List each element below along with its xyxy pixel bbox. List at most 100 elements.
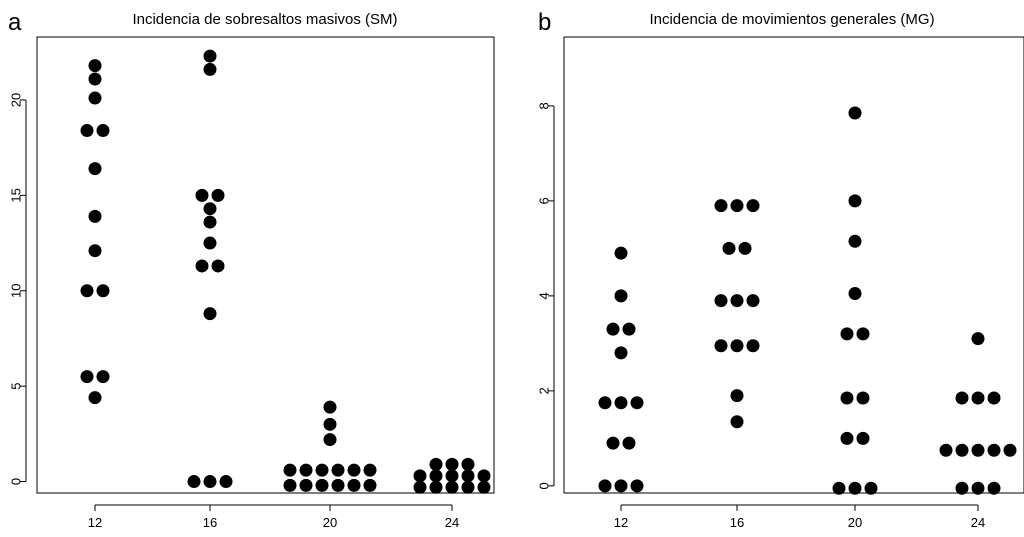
data-point — [622, 322, 636, 336]
data-point — [630, 396, 644, 410]
data-point — [323, 433, 337, 447]
data-point — [96, 123, 110, 137]
data-point — [347, 478, 361, 492]
data-point — [429, 480, 443, 494]
data-point — [848, 287, 862, 300]
data-point — [88, 162, 102, 176]
data-point — [598, 396, 612, 410]
y-tick-label: 20 — [9, 93, 24, 107]
y-tick-label: 15 — [9, 188, 24, 202]
data-point — [477, 469, 491, 483]
data-point — [347, 463, 361, 477]
y-tick-label: 2 — [537, 387, 552, 394]
data-point — [848, 481, 862, 495]
data-point — [971, 332, 985, 346]
data-point — [730, 415, 744, 429]
data-point — [987, 391, 1001, 405]
data-point — [429, 469, 443, 483]
data-point — [211, 259, 225, 273]
data-point — [955, 391, 969, 405]
x-tick-label: 12 — [614, 515, 628, 530]
data-point — [477, 480, 491, 494]
data-point — [730, 339, 744, 353]
data-point — [80, 370, 94, 384]
y-tick-label: 0 — [537, 482, 552, 489]
data-point — [203, 215, 217, 229]
data-point — [88, 72, 102, 86]
data-point — [96, 370, 110, 384]
data-point — [363, 478, 377, 492]
data-point — [955, 481, 969, 495]
data-point — [331, 463, 345, 477]
data-point — [730, 389, 744, 403]
panel-letter: b — [538, 9, 551, 36]
data-point — [840, 327, 854, 341]
data-point — [840, 391, 854, 405]
y-tick-label: 5 — [9, 383, 24, 390]
data-point — [848, 194, 862, 208]
data-point — [971, 443, 985, 457]
data-point — [461, 469, 475, 483]
data-point — [299, 463, 313, 477]
data-point — [856, 431, 870, 445]
data-point — [203, 236, 217, 250]
chart-title: Incidencia de sobresaltos masivos (SM) — [132, 11, 397, 28]
data-point — [848, 106, 862, 120]
y-tick-label: 0 — [9, 478, 24, 485]
x-tick-label: 16 — [203, 515, 217, 530]
data-point — [195, 188, 209, 202]
plot-frame — [36, 36, 495, 494]
data-point — [429, 457, 443, 471]
panel-letter: a — [8, 9, 22, 36]
data-point — [864, 481, 878, 495]
x-tick-label: 20 — [848, 515, 862, 530]
data-point — [203, 202, 217, 216]
data-point — [88, 209, 102, 223]
data-point — [856, 391, 870, 405]
data-point — [461, 480, 475, 494]
data-point — [840, 431, 854, 445]
data-point — [88, 391, 102, 405]
data-point — [730, 199, 744, 213]
data-point — [955, 443, 969, 457]
x-tick-label: 20 — [323, 515, 337, 530]
data-point — [832, 481, 846, 495]
data-point — [614, 479, 628, 493]
data-point — [730, 294, 744, 308]
data-point — [722, 241, 736, 255]
data-point — [203, 475, 217, 489]
data-point — [413, 469, 427, 483]
data-point — [714, 294, 728, 308]
data-point — [323, 417, 337, 431]
panel-b-chart: b Incidencia de movimientos generales (MG… — [537, 9, 1024, 530]
data-point — [211, 188, 225, 202]
data-point — [714, 339, 728, 353]
data-point — [283, 463, 297, 477]
data-point — [971, 481, 985, 495]
y-tick-label: 6 — [537, 197, 552, 204]
data-point — [299, 478, 313, 492]
y-tick-label: 10 — [9, 284, 24, 298]
data-point — [323, 400, 337, 414]
data-point — [88, 91, 102, 105]
data-point — [315, 478, 329, 492]
data-point — [630, 479, 644, 493]
data-point — [80, 284, 94, 298]
data-point — [939, 443, 953, 457]
data-point — [622, 436, 636, 450]
data-point — [363, 463, 377, 477]
y-tick-label: 8 — [537, 102, 552, 109]
data-point — [445, 480, 459, 494]
data-point — [606, 322, 620, 336]
data-point — [203, 307, 217, 321]
data-point — [80, 123, 94, 137]
data-point — [614, 346, 628, 360]
data-point — [203, 62, 217, 76]
data-point — [714, 199, 728, 213]
data-point — [445, 469, 459, 483]
data-point — [848, 234, 862, 248]
data-point — [614, 396, 628, 410]
data-point — [219, 475, 233, 489]
data-point — [606, 436, 620, 450]
data-point — [746, 339, 760, 353]
